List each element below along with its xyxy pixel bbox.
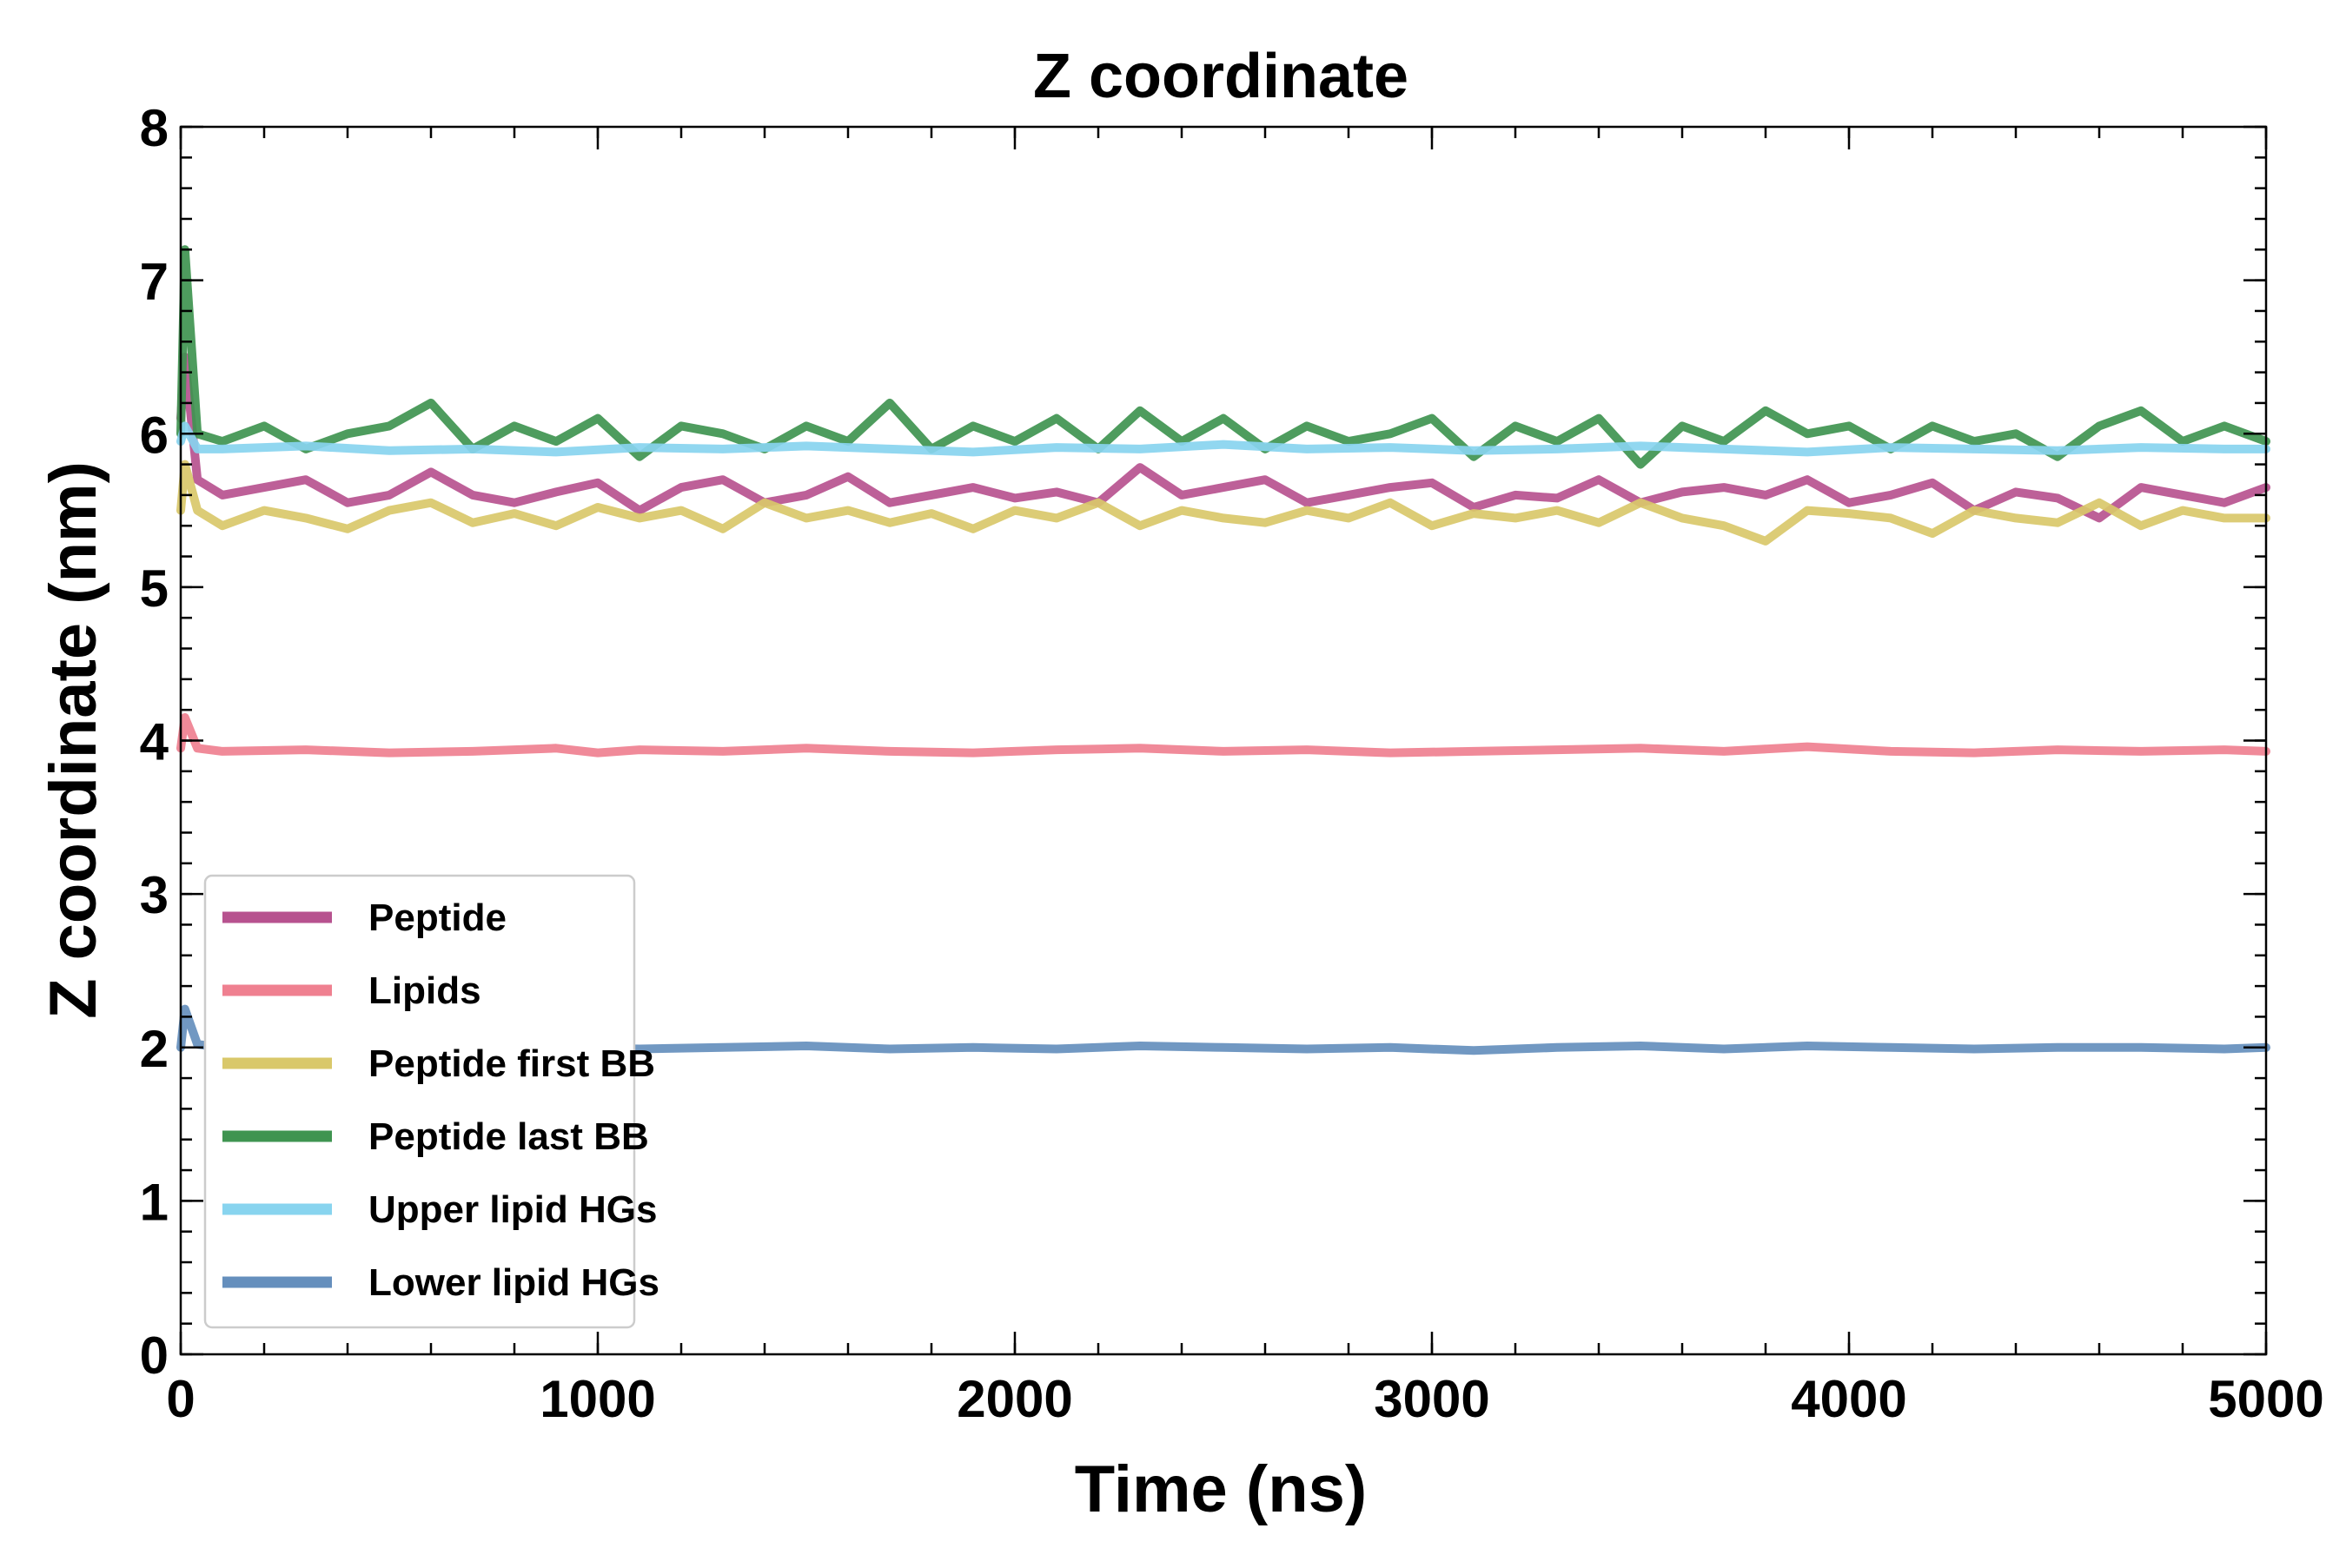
legend-label: Peptide last BB	[368, 1115, 649, 1158]
legend-item-peptide-first-bb: Peptide first BB	[222, 1042, 655, 1085]
y-tick-label: 7	[140, 253, 169, 311]
x-tick-label: 3000	[1374, 1370, 1489, 1428]
x-tick-label: 2000	[957, 1370, 1072, 1428]
legend-label: Peptide	[368, 896, 507, 939]
chart-title: Z coordinate	[1033, 42, 1408, 111]
plot-frame	[179, 125, 2268, 1356]
series-line-peptide-first-bb	[176, 460, 2270, 546]
ticks-layer: 0 1000 2000 3000 4000 5000 0 1 2 3 4 5 6 7 8	[140, 99, 2324, 1428]
y-tick-label: 0	[140, 1327, 169, 1385]
x-tick-label: 1000	[540, 1370, 655, 1428]
y-tick-label: 3	[140, 866, 169, 924]
legend-item-peptide-last-bb: Peptide last BB	[222, 1115, 649, 1158]
legend-label: Upper lipid HGs	[368, 1188, 657, 1231]
y-tick-label: 2	[140, 1020, 169, 1078]
series-line-peptide	[176, 352, 2270, 523]
x-tick-label: 4000	[1791, 1370, 1906, 1428]
legend-item-lipids: Lipids	[222, 969, 481, 1012]
legend-item-lower-lipid-hgs: Lower lipid HGs	[222, 1261, 659, 1304]
series-line-peptide-last-bb	[176, 245, 2270, 469]
y-tick-label: 8	[140, 99, 169, 157]
x-axis-label: Time (ns)	[1075, 1452, 1367, 1526]
legend-item-peptide: Peptide	[222, 896, 507, 939]
x-tick-label: 5000	[2208, 1370, 2323, 1428]
legend-label: Peptide first BB	[368, 1042, 655, 1085]
y-tick-label: 4	[140, 713, 169, 771]
legend-label: Lipids	[368, 969, 481, 1012]
series-line-lipids	[176, 713, 2270, 758]
legend-item-upper-lipid-hgs: Upper lipid HGs	[222, 1188, 657, 1231]
legend: Peptide Lipids Peptide first BB Peptide las…	[203, 874, 659, 1329]
legend-label: Lower lipid HGs	[368, 1261, 659, 1304]
legend-box	[203, 874, 636, 1329]
y-tick-label: 5	[140, 559, 169, 618]
y-tick-label: 6	[140, 406, 169, 464]
x-tick-label: 0	[166, 1370, 195, 1428]
y-tick-label: 1	[140, 1173, 169, 1231]
series-line-upper-lipid-hgs	[176, 421, 2270, 457]
y-axis-label: Z coordinate (nm)	[36, 461, 110, 1019]
